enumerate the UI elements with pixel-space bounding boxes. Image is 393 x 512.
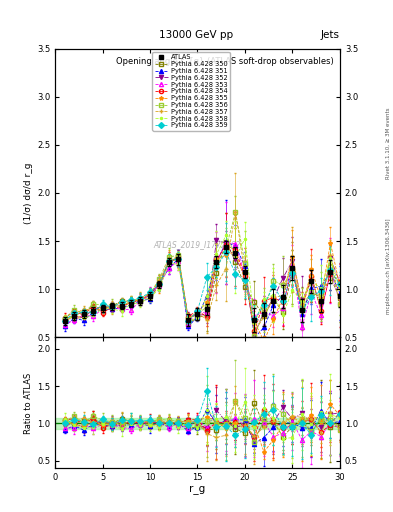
Text: Jets: Jets [321, 30, 340, 40]
Text: mcplots.cern.ch [arXiv:1306.3436]: mcplots.cern.ch [arXiv:1306.3436] [386, 219, 391, 314]
Y-axis label: Ratio to ATLAS: Ratio to ATLAS [24, 372, 33, 434]
Legend: ATLAS, Pythia 6.428 350, Pythia 6.428 351, Pythia 6.428 352, Pythia 6.428 353, P: ATLAS, Pythia 6.428 350, Pythia 6.428 35… [152, 52, 230, 131]
X-axis label: r_g: r_g [189, 485, 206, 495]
Text: Opening angle r_{g} (ATLAS soft-drop observables): Opening angle r_{g} (ATLAS soft-drop obs… [116, 57, 334, 66]
Text: Rivet 3.1.10, ≥ 3M events: Rivet 3.1.10, ≥ 3M events [386, 108, 391, 179]
Y-axis label: (1/σ) dσ/d r_g: (1/σ) dσ/d r_g [24, 162, 33, 224]
Text: ATLAS_2019_I1772062: ATLAS_2019_I1772062 [154, 241, 241, 249]
Text: 13000 GeV pp: 13000 GeV pp [160, 30, 233, 40]
Bar [55, 418, 340, 429]
